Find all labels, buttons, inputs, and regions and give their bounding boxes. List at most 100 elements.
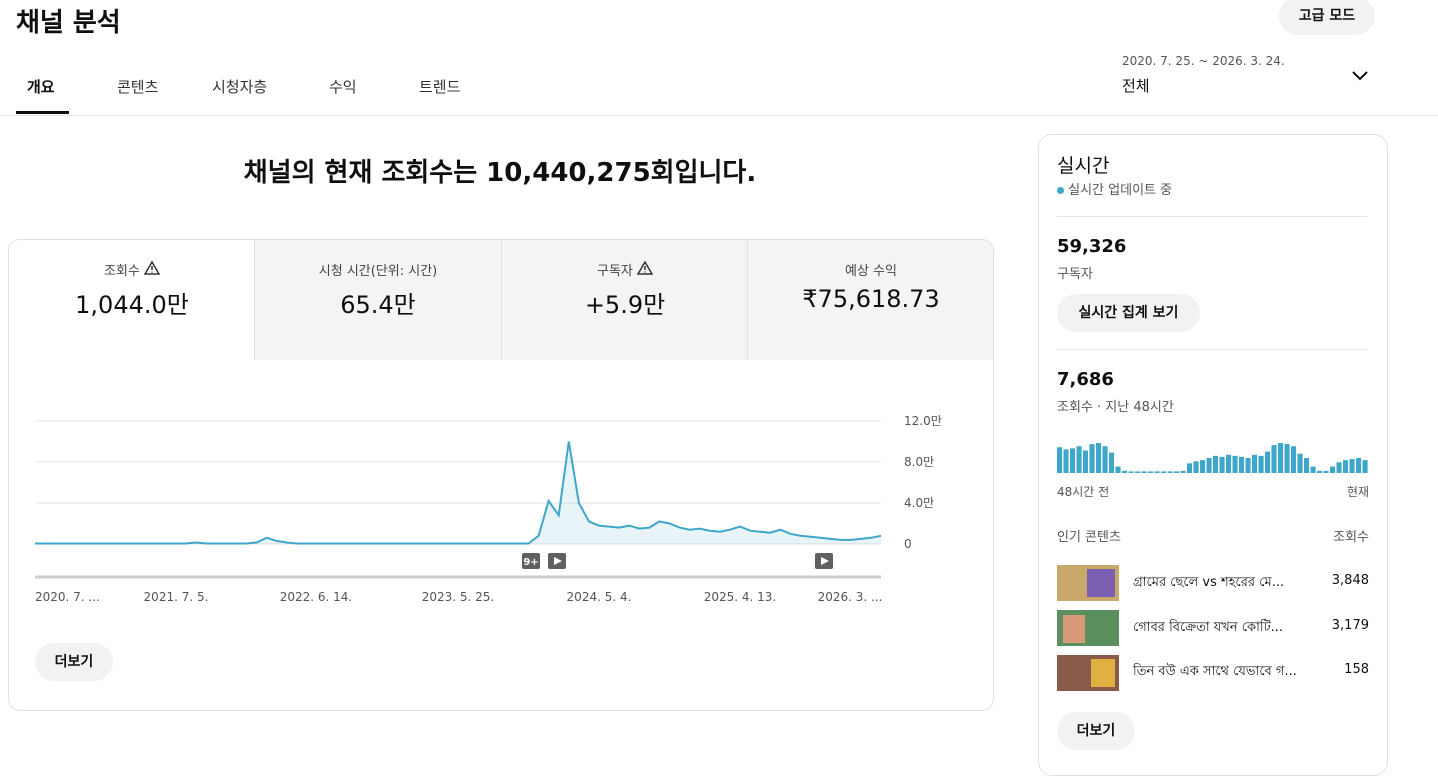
bar (1213, 455, 1219, 473)
bar (1343, 460, 1349, 473)
tab[interactable]: 개요 (27, 78, 55, 96)
date-range-label[interactable]: 전체 (1122, 77, 1150, 95)
bar (1187, 463, 1193, 473)
bar (1161, 471, 1167, 473)
bars-end: 현재 (1346, 485, 1369, 499)
realtime-status: 실시간 업데이트 중 (1068, 183, 1173, 198)
marker-label: 9+ (523, 557, 538, 568)
y-tick-label: 0 (904, 537, 912, 551)
bar (1206, 458, 1212, 473)
bar (1200, 460, 1206, 473)
bar (1167, 471, 1173, 473)
bar (1154, 471, 1160, 473)
bar (1291, 446, 1297, 473)
thumbnail-detail (1091, 659, 1115, 687)
bar (1297, 453, 1303, 473)
video-views: 3,848 (1331, 573, 1369, 588)
x-tick-label: 2021. 7. 5. (144, 590, 209, 604)
separator (1057, 349, 1367, 350)
more-button[interactable]: 더보기 (1057, 712, 1135, 750)
bar (1349, 459, 1355, 473)
date-range: 2020. 7. 25. ~ 2026. 3. 24. (1122, 54, 1285, 68)
bar (1258, 455, 1264, 473)
y-tick-label: 8.0만 (904, 455, 934, 469)
video-views: 158 (1344, 662, 1369, 677)
realtime-button[interactable]: 실시간 집계 보기 (1057, 294, 1200, 332)
bar (1310, 466, 1316, 473)
headline: 채널의 현재 조회수는 10,440,275회입니다. (243, 158, 757, 188)
x-tick-label: 2024. 5. 4. (567, 590, 632, 604)
tab[interactable]: 수익 (329, 78, 357, 96)
x-tick-label: 2023. 5. 25. (422, 590, 495, 604)
subscriber-label: 구독자 (1057, 267, 1093, 282)
x-tick-label: 2020. 7. ... (35, 590, 100, 604)
bar (1135, 471, 1141, 473)
warning-icon (636, 260, 654, 275)
thumbnail-detail (1063, 615, 1085, 643)
bar (1070, 448, 1076, 473)
bar (1317, 470, 1323, 473)
metric-tab[interactable]: 시청 시간(단위: 시간) 65.4만 (254, 240, 501, 360)
bar (1252, 454, 1258, 473)
metric-value: 65.4만 (340, 291, 416, 319)
tab[interactable]: 트렌드 (419, 78, 461, 96)
bar (1122, 470, 1128, 473)
advanced-mode-button[interactable]: 고급 모드 (1279, 0, 1375, 35)
bar (1330, 466, 1336, 473)
bar (1271, 445, 1277, 473)
video-title[interactable]: গোবর বিক্রেতা যখন কোটি... (1133, 620, 1284, 635)
video-title[interactable]: তিন বউ এক সাথে যেভাবে গ... (1133, 664, 1297, 679)
metric-tab[interactable]: 구독자 +5.9만 (501, 240, 748, 360)
bar (1141, 471, 1147, 473)
play-icon (821, 557, 829, 565)
metrics-card: 조회수 1,044.0만 시청 시간(단위: 시간) 65.4만 구독자 +5.… (8, 239, 994, 711)
bar (1180, 470, 1186, 473)
bar (1278, 443, 1284, 473)
line (35, 441, 882, 545)
bar (1284, 444, 1290, 473)
subscriber-count: 59,326 (1057, 236, 1127, 257)
play-icon (554, 557, 562, 565)
metric-tab[interactable]: 예상 수익 ₹75,618.73 (747, 240, 993, 360)
bar (1226, 454, 1232, 473)
bar (1304, 458, 1310, 473)
area (35, 441, 881, 544)
bar (1232, 455, 1238, 473)
metric-value: +5.9만 (584, 291, 666, 319)
thumbnail-detail (1087, 569, 1115, 597)
tab-indicator (16, 111, 69, 114)
bar (1083, 450, 1089, 473)
views-chart: 9+ 0 4.0만 8.0만 12.0만 2020. 7. ... 2021. 7. 5.… (35, 414, 942, 604)
separator (1057, 216, 1367, 217)
popular-views-header: 조회수 (1333, 530, 1369, 545)
x-tick-label: 2026. 3. ... (818, 590, 883, 604)
warning-icon (143, 260, 161, 275)
metric-label: 조회수 (103, 264, 140, 279)
bar (1239, 456, 1245, 473)
video-views: 3,179 (1331, 618, 1369, 633)
views-count: 7,686 (1057, 369, 1114, 390)
bar (1193, 461, 1199, 473)
y-tick-label: 4.0만 (904, 496, 934, 510)
bar (1245, 458, 1251, 473)
bar (1362, 460, 1368, 473)
bar (1089, 444, 1095, 473)
separator (0, 115, 1438, 116)
bars-start: 48시간 전 (1057, 485, 1110, 499)
x-tick-label: 2025. 4. 13. (704, 590, 777, 604)
tab[interactable]: 콘텐츠 (117, 78, 159, 96)
x-tick-label: 2022. 6. 14. (280, 590, 353, 604)
metric-label: 예상 수익 (845, 264, 897, 279)
more-button[interactable]: 더보기 (35, 643, 113, 681)
metric-label: 시청 시간(단위: 시간) (318, 264, 438, 279)
dropdown-icon[interactable] (1350, 68, 1370, 84)
bar (1148, 471, 1154, 473)
bar (1063, 449, 1069, 473)
video-title[interactable]: গ্রামের ছেলে vs শহরের মে... (1133, 575, 1285, 590)
bar (1356, 458, 1362, 473)
tab[interactable]: 시청자층 (212, 78, 268, 96)
bar (1109, 452, 1115, 473)
metric-tab[interactable]: 조회수 1,044.0만 (9, 240, 255, 360)
